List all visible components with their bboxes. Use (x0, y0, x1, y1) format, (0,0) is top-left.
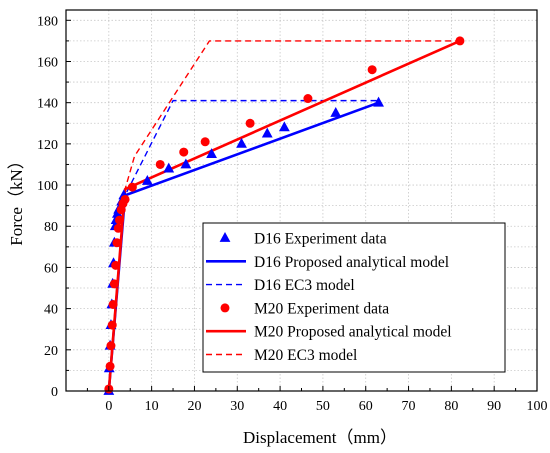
data-point-d16 (141, 174, 153, 185)
y-tick-label: 80 (44, 220, 58, 235)
y-tick-label: 140 (37, 97, 58, 112)
data-point-m20 (107, 320, 117, 330)
data-point-m20 (111, 260, 121, 270)
data-point-m20 (127, 182, 137, 192)
data-point-m20 (109, 279, 119, 289)
x-tick-label: 40 (273, 399, 287, 414)
data-point-m20 (113, 223, 123, 233)
data-point-d16 (163, 162, 175, 173)
x-tick-label: 50 (316, 399, 330, 414)
legend-label: M20 EC3 model (254, 347, 357, 364)
legend: D16 Experiment data D16 Proposed analytic… (202, 222, 506, 373)
data-point-d16 (261, 127, 273, 138)
y-tick-label: 160 (37, 55, 58, 70)
y-tick-label: 0 (51, 385, 58, 400)
data-point-m20 (200, 137, 210, 147)
y-tick-label: 40 (44, 303, 58, 318)
data-point-d16 (373, 96, 384, 107)
legend-label: D16 Experiment data (254, 231, 387, 248)
data-point-m20 (179, 147, 189, 157)
y-tick-label: 180 (37, 14, 58, 29)
x-tick-label: 60 (359, 399, 373, 414)
legend-label: M20 Proposed analytical model (254, 324, 452, 341)
x-tick-label: 10 (145, 399, 159, 414)
y-tick-label: 20 (44, 344, 58, 359)
x-tick-label: 20 (187, 399, 201, 414)
data-point-m20 (303, 94, 313, 104)
data-point-m20 (112, 238, 122, 248)
x-tick-label: 80 (444, 399, 458, 414)
x-tick-label: 30 (230, 399, 244, 414)
y-tick-label: 60 (44, 261, 58, 276)
data-point-d16 (278, 121, 290, 132)
ticks-layer: 0 10 20 30 40 50 60 70 80 90 100 0 20 40 60 80 100 120 140… (37, 14, 548, 414)
legend-symbol-circle (220, 303, 230, 313)
legend-label: D16 Proposed analytical model (254, 254, 449, 271)
data-point-m20 (367, 65, 377, 75)
series-markers-layer (103, 36, 465, 395)
x-tick-label: 0 (105, 399, 112, 414)
series-line-m20-ec3-model (108, 40, 460, 392)
data-point-m20 (155, 159, 165, 169)
data-point-m20 (115, 215, 125, 225)
data-point-m20 (106, 341, 116, 351)
data-point-d16 (206, 148, 217, 159)
x-axis-title: Displacement（mm） (243, 428, 397, 447)
y-tick-label: 100 (37, 179, 58, 194)
data-point-m20 (245, 118, 255, 128)
legend-label: M20 Experiment data (254, 300, 389, 317)
data-point-m20 (120, 194, 130, 204)
data-point-m20 (105, 361, 115, 371)
x-tick-label: 100 (527, 399, 548, 414)
data-point-d16 (330, 106, 342, 117)
y-tick-label: 120 (37, 138, 58, 153)
x-tick-label: 70 (402, 399, 416, 414)
legend-box (202, 222, 506, 373)
data-point-d16 (236, 137, 247, 148)
legend-label: D16 EC3 model (254, 277, 355, 294)
data-point-m20 (455, 36, 465, 46)
data-point-d16 (180, 158, 192, 169)
series-line-d16-ec3-model (108, 99, 379, 392)
legend-symbol-triangle (219, 232, 231, 242)
x-tick-label: 90 (487, 399, 501, 414)
y-axis-title: Force（kN） (7, 152, 26, 245)
data-point-m20 (108, 300, 118, 310)
